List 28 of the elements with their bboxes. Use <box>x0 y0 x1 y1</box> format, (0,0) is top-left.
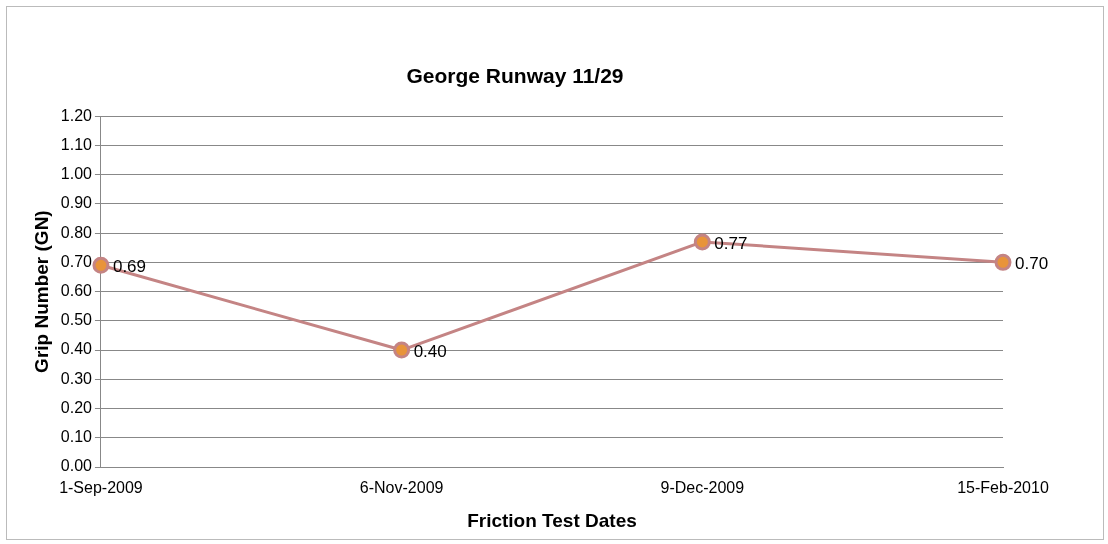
x-tick-label: 6-Nov-2009 <box>359 479 444 497</box>
data-label: 0.70 <box>1015 254 1049 274</box>
y-tick-label: 0.10 <box>60 428 93 446</box>
y-tick-label: 1.10 <box>60 135 93 153</box>
point <box>693 233 711 251</box>
y-tick-label: 0.80 <box>60 223 93 241</box>
x-tick-label: 15-Feb-2010 <box>957 479 1049 497</box>
data-label: 0.77 <box>714 233 748 253</box>
data-label: 0.40 <box>413 341 447 361</box>
x-tick-label: 9-Dec-2009 <box>660 479 745 497</box>
y-tick-label: 0.60 <box>60 282 93 300</box>
x-tick-label: 1-Sep-2009 <box>59 479 143 497</box>
y-axis-title: Grip Number (GN) <box>30 210 52 373</box>
point <box>994 253 1012 271</box>
x-axis-title: Friction Test Dates <box>467 509 637 531</box>
y-tick-label: 1.00 <box>60 165 93 183</box>
y-tick-label: 0.50 <box>60 311 93 329</box>
y-tick-label: 0.90 <box>60 194 93 212</box>
y-tick-label: 0.00 <box>60 457 93 475</box>
y-tick-label: 0.30 <box>60 369 93 387</box>
y-tick-label: 1.20 <box>60 106 93 124</box>
point <box>393 341 411 359</box>
data-label: 0.69 <box>112 256 147 276</box>
y-tick-label: 0.40 <box>60 340 93 358</box>
point <box>92 256 110 274</box>
y-tick-label: 0.20 <box>60 398 93 416</box>
y-tick-label: 0.70 <box>60 252 93 270</box>
chart-title: George Runway 11/29 <box>406 64 624 88</box>
